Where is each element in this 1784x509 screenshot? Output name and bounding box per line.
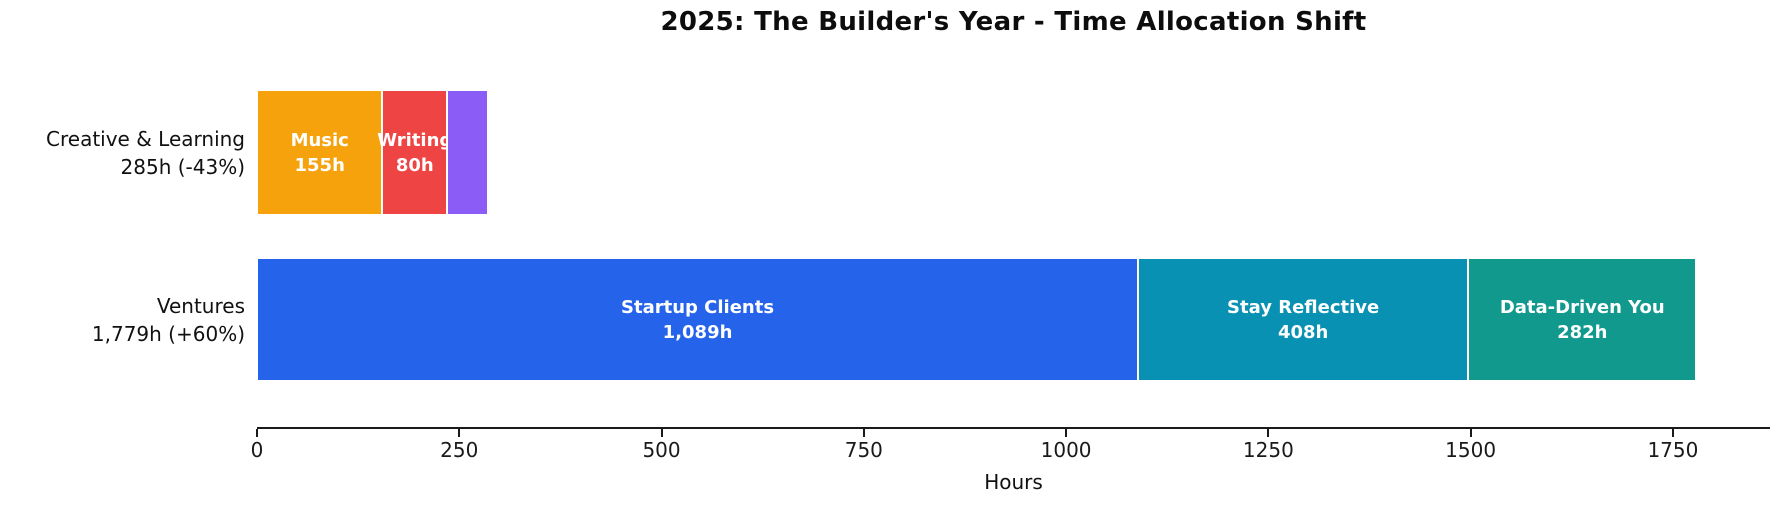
bar-segment-label: Data-Driven You 282h [1499, 296, 1665, 343]
bar-segment-label: Startup Clients 1,089h [621, 296, 775, 343]
bar-segment: Stay Reflective 408h [1138, 258, 1469, 381]
bar-row: Startup Clients 1,089h Stay Reflective 40… [257, 258, 1770, 381]
bar-segment-label: Writing 80h [377, 129, 453, 176]
x-axis-tick [1469, 429, 1472, 437]
x-axis-tick [256, 429, 258, 437]
x-axis-tick [862, 429, 865, 437]
x-axis-tick-label: 1000 [1040, 438, 1092, 462]
x-axis-tick-label: 1750 [1647, 438, 1699, 462]
bar-segment: Writing 80h [377, 90, 452, 215]
bar-segment-label: Stay Reflective 408h [1227, 296, 1380, 343]
x-axis-tick [660, 429, 663, 437]
x-axis-tick [1065, 429, 1068, 437]
bar-segment [447, 90, 488, 215]
bar-segment-label: Music 155h [290, 129, 349, 176]
x-axis-label: Hours [984, 470, 1043, 494]
bar-segment: Data-Driven You 282h [1468, 258, 1697, 381]
row-label: Ventures 1,779h (+60%) [91, 293, 245, 346]
x-axis-tick [1671, 429, 1674, 437]
bar-segment: Music 155h [257, 90, 383, 215]
chart-title: 2025: The Builder's Year - Time Allocati… [660, 7, 1367, 37]
x-axis-tick-label: 500 [642, 438, 681, 462]
row-label: Creative & Learning 285h (-43%) [46, 126, 245, 179]
x-axis-tick [458, 429, 461, 437]
x-axis-tick [1267, 429, 1270, 437]
x-axis-tick-label: 1250 [1242, 438, 1294, 462]
bar-row: Music 155h Writing 80h [257, 90, 1770, 215]
x-axis-tick-label: 1500 [1445, 438, 1497, 462]
x-axis-tick-label: 0 [250, 438, 264, 462]
x-axis-tick-label: 250 [440, 438, 479, 462]
x-axis-line [257, 427, 1770, 429]
bar-segment: Startup Clients 1,089h [257, 258, 1139, 381]
x-axis-tick-label: 750 [844, 438, 883, 462]
